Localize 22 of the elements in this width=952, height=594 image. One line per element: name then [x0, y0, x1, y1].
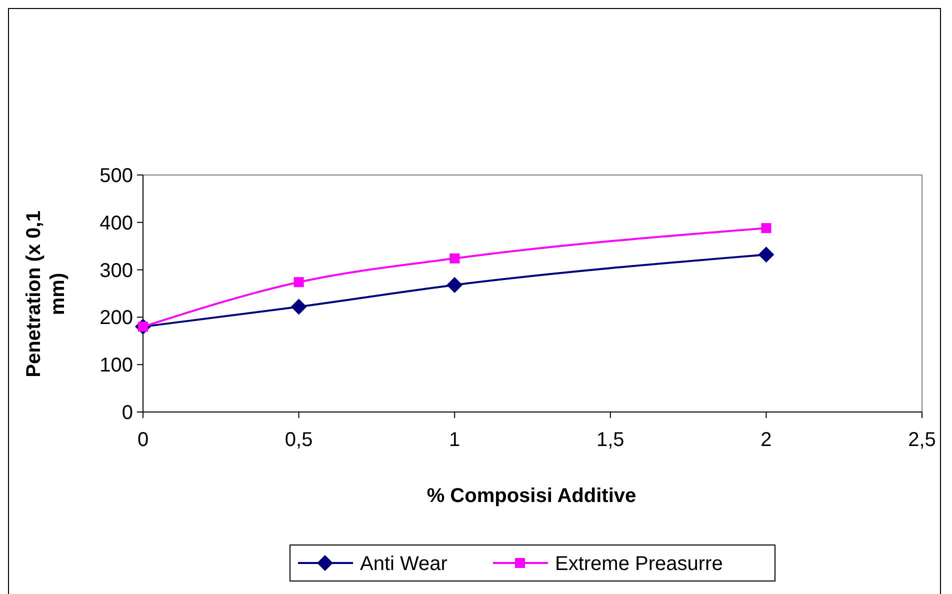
point [290, 298, 307, 315]
point [294, 277, 304, 288]
x-tick-label: 2 [760, 429, 772, 451]
x-tick-label: 0 [137, 429, 149, 451]
point [450, 253, 460, 264]
legend-label: Anti Wear [360, 553, 448, 575]
point [446, 276, 463, 293]
legend-label: Extreme Preasurre [555, 553, 723, 575]
x-axis-title: % Composisi Additive [426, 485, 636, 507]
y-tick-label: 0 [122, 402, 133, 424]
x-tick-label: 1,5 [596, 429, 624, 451]
y-tick-label: 300 [100, 260, 133, 282]
y-tick-label: 400 [100, 212, 133, 234]
y-tick-label: 100 [100, 354, 133, 377]
y-axis-title: Penetration (x 0,1 mm) [23, 210, 69, 378]
y-tick-label: 500 [100, 165, 133, 187]
x-tick-label: 1 [449, 429, 460, 451]
point [761, 223, 772, 234]
y-tick-label: 200 [100, 307, 133, 330]
x-tick-label: 0,5 [284, 429, 313, 451]
point [758, 246, 774, 263]
x-tick-label: 2,5 [908, 429, 936, 451]
